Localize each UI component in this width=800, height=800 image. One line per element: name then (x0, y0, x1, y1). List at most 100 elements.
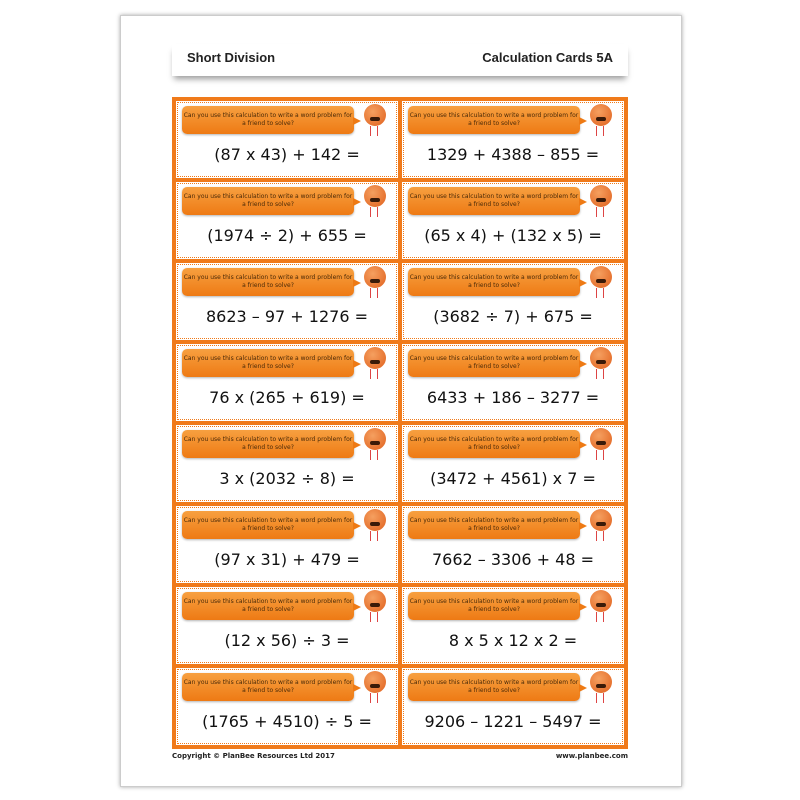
calculation-card: Can you use this calculation to write a … (402, 425, 624, 502)
calculation-expression: 9206 – 1221 – 5497 = (424, 712, 602, 731)
calculation-expression: 3 x (2032 ÷ 8) = (219, 469, 355, 488)
calculation-card: Can you use this calculation to write a … (402, 263, 624, 340)
speech-bubble: Can you use this calculation to write a … (408, 106, 587, 134)
monster-legs-icon (370, 288, 378, 298)
worksheet-title: Short Division (187, 50, 276, 65)
speech-bubble: Can you use this calculation to write a … (408, 430, 587, 458)
speech-bubble: Can you use this calculation to write a … (408, 187, 587, 215)
monster-legs-icon (596, 612, 604, 622)
calculation-expression: 6433 + 186 – 3277 = (426, 388, 600, 407)
prompt-text: Can you use this calculation to write a … (183, 112, 353, 127)
monster-icon (590, 590, 612, 612)
speech-bubble: Can you use this calculation to write a … (182, 430, 361, 458)
prompt-text: Can you use this calculation to write a … (409, 112, 579, 127)
website-link: www.planbee.com (555, 752, 628, 760)
monster-icon (364, 590, 386, 612)
monster-icon (590, 428, 612, 450)
calculation-expression: 8623 – 97 + 1276 = (205, 307, 369, 326)
calculation-card: Can you use this calculation to write a … (176, 263, 398, 340)
speech-bubble: Can you use this calculation to write a … (182, 106, 361, 134)
calculation-expression: (1974 ÷ 2) + 655 = (207, 226, 367, 245)
prompt-text: Can you use this calculation to write a … (409, 193, 579, 208)
monster-legs-icon (596, 207, 604, 217)
monster-icon (364, 266, 386, 288)
calculation-card: Can you use this calculation to write a … (402, 101, 624, 178)
calculation-expression: 1329 + 4388 – 855 = (426, 145, 600, 164)
calculation-card: Can you use this calculation to write a … (176, 182, 398, 259)
calculation-card: Can you use this calculation to write a … (176, 506, 398, 583)
prompt-text: Can you use this calculation to write a … (409, 517, 579, 532)
calculation-expression: 8 x 5 x 12 x 2 = (448, 631, 578, 650)
speech-bubble: Can you use this calculation to write a … (182, 511, 361, 539)
prompt-text: Can you use this calculation to write a … (183, 274, 353, 289)
prompt-text: Can you use this calculation to write a … (183, 679, 353, 694)
calculation-expression: (12 x 56) ÷ 3 = (224, 631, 350, 650)
speech-bubble: Can you use this calculation to write a … (408, 511, 587, 539)
speech-bubble: Can you use this calculation to write a … (182, 187, 361, 215)
monster-icon (590, 104, 612, 126)
calculation-card: Can you use this calculation to write a … (176, 668, 398, 745)
calculation-expression: (97 x 31) + 479 = (214, 550, 360, 569)
speech-bubble: Can you use this calculation to write a … (408, 592, 587, 620)
calculation-expression: (3472 + 4561) x 7 = (430, 469, 596, 488)
calculation-card: Can you use this calculation to write a … (176, 425, 398, 502)
prompt-text: Can you use this calculation to write a … (409, 436, 579, 451)
prompt-text: Can you use this calculation to write a … (183, 517, 353, 532)
monster-legs-icon (596, 531, 604, 541)
worksheet-subtitle: Calculation Cards 5A (482, 50, 613, 65)
prompt-text: Can you use this calculation to write a … (409, 679, 579, 694)
prompt-text: Can you use this calculation to write a … (183, 436, 353, 451)
speech-bubble: Can you use this calculation to write a … (182, 673, 361, 701)
calculation-card: Can you use this calculation to write a … (176, 587, 398, 664)
monster-legs-icon (596, 693, 604, 703)
calculation-expression: (3682 ÷ 7) + 675 = (433, 307, 593, 326)
speech-bubble: Can you use this calculation to write a … (408, 268, 587, 296)
monster-icon (364, 185, 386, 207)
monster-icon (590, 347, 612, 369)
card-grid: Can you use this calculation to write a … (172, 97, 628, 749)
monster-icon (364, 509, 386, 531)
prompt-text: Can you use this calculation to write a … (183, 355, 353, 370)
page-header: Short Division Calculation Cards 5A (172, 44, 628, 76)
prompt-text: Can you use this calculation to write a … (409, 598, 579, 613)
speech-bubble: Can you use this calculation to write a … (408, 673, 587, 701)
monster-legs-icon (596, 369, 604, 379)
monster-icon (590, 671, 612, 693)
calculation-card: Can you use this calculation to write a … (402, 668, 624, 745)
speech-bubble: Can you use this calculation to write a … (182, 349, 361, 377)
monster-legs-icon (370, 207, 378, 217)
monster-legs-icon (370, 450, 378, 460)
calculation-expression: (1765 + 4510) ÷ 5 = (202, 712, 372, 731)
calculation-expression: 76 x (265 + 619) = (209, 388, 365, 407)
monster-icon (364, 428, 386, 450)
calculation-card: Can you use this calculation to write a … (176, 344, 398, 421)
copyright-text: Copyright © PlanBee Resources Ltd 2017 (172, 752, 335, 760)
monster-icon (590, 266, 612, 288)
monster-legs-icon (596, 288, 604, 298)
calculation-card: Can you use this calculation to write a … (402, 182, 624, 259)
speech-bubble: Can you use this calculation to write a … (408, 349, 587, 377)
prompt-text: Can you use this calculation to write a … (409, 355, 579, 370)
monster-icon (590, 185, 612, 207)
monster-icon (590, 509, 612, 531)
calculation-expression: (87 x 43) + 142 = (214, 145, 360, 164)
monster-legs-icon (370, 126, 378, 136)
speech-bubble: Can you use this calculation to write a … (182, 592, 361, 620)
monster-legs-icon (596, 450, 604, 460)
speech-bubble: Can you use this calculation to write a … (182, 268, 361, 296)
monster-legs-icon (596, 126, 604, 136)
prompt-text: Can you use this calculation to write a … (183, 193, 353, 208)
calculation-card: Can you use this calculation to write a … (402, 587, 624, 664)
monster-legs-icon (370, 369, 378, 379)
prompt-text: Can you use this calculation to write a … (409, 274, 579, 289)
calculation-expression: 7662 – 3306 + 48 = (431, 550, 595, 569)
calculation-card: Can you use this calculation to write a … (402, 344, 624, 421)
monster-legs-icon (370, 612, 378, 622)
prompt-text: Can you use this calculation to write a … (183, 598, 353, 613)
monster-icon (364, 104, 386, 126)
monster-legs-icon (370, 693, 378, 703)
monster-icon (364, 671, 386, 693)
monster-icon (364, 347, 386, 369)
calculation-card: Can you use this calculation to write a … (402, 506, 624, 583)
calculation-card: Can you use this calculation to write a … (176, 101, 398, 178)
